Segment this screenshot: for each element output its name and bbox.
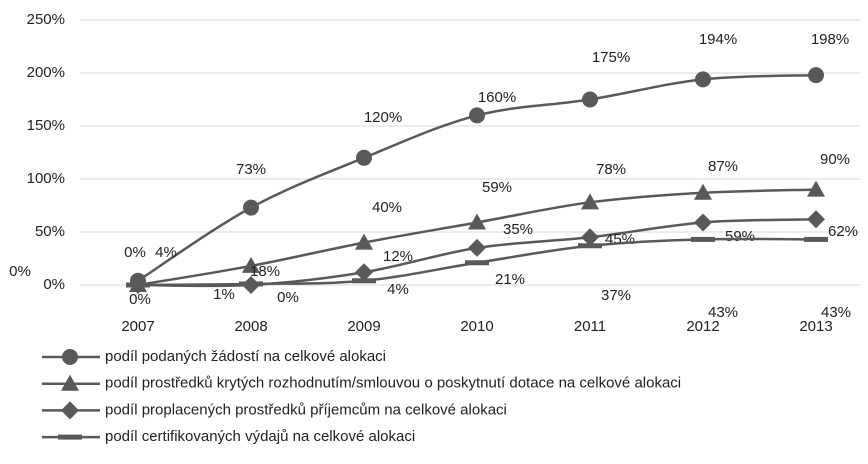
point [807,210,825,229]
data-label: 18% [250,263,280,280]
point [239,281,263,287]
data-label: 0% [129,291,151,308]
y-tick-label: 250% [27,11,65,28]
data-label: 4% [387,281,409,298]
point [242,256,260,273]
legend-label: podíl certifikovaných výdajů na celkové … [105,428,415,445]
point [126,282,150,288]
legend-label: podíl podaných žádostí na celkové alokac… [105,348,386,365]
data-label: 194% [699,31,737,48]
point [356,149,372,166]
data-label: 0% [9,263,31,280]
x-tick-label: 2008 [234,318,267,335]
y-tick-label: 50% [35,223,65,240]
point [694,183,712,200]
legend-marker [62,349,78,365]
legend-label: podíl proplacených prostředků příjemcům … [105,401,507,418]
data-label: 160% [478,89,516,106]
data-label: 87% [708,158,738,175]
data-label: 78% [596,161,626,178]
point [465,260,489,266]
x-tick-label: 2007 [121,318,154,335]
data-label: 40% [372,199,402,216]
data-label: 1% [213,286,235,303]
point [695,71,711,88]
legend-marker [61,374,79,391]
point [243,199,259,216]
point [469,107,485,124]
data-label: 0% [277,289,299,306]
point [807,180,825,197]
point [691,236,715,242]
legend-marker [58,434,82,440]
point [804,236,828,242]
data-label: 35% [503,221,533,238]
point [355,233,373,250]
data-label: 43% [708,304,738,321]
data-label: 0% [124,244,146,261]
y-tick-label: 100% [27,170,65,187]
point [578,243,602,249]
data-label: 4% [155,244,177,261]
y-tick-label: 0% [43,276,65,293]
point [352,278,376,284]
data-label: 59% [482,179,512,196]
y-tick-label: 200% [27,64,65,81]
point [582,91,598,108]
x-tick-label: 2013 [799,318,832,335]
x-tick-label: 2009 [347,318,380,335]
legend-marker [61,401,79,420]
legend-label: podíl prostředků krytých rozhodnutím/sml… [105,375,681,392]
data-label: 198% [811,31,849,48]
x-tick-label: 2011 [574,318,606,335]
data-label: 45% [605,231,635,248]
point [355,263,373,282]
data-label: 175% [592,49,630,66]
x-tick-label: 2010 [460,318,493,335]
data-label: 21% [495,271,525,288]
data-label: 120% [364,109,402,126]
point [468,213,486,230]
point [581,193,599,210]
point [808,67,824,84]
data-label: 73% [236,161,266,178]
data-label: 59% [725,228,755,245]
point [468,238,486,257]
point [581,228,599,247]
data-label: 62% [828,223,858,240]
data-label: 43% [821,304,851,321]
data-label: 37% [601,287,631,304]
data-label: 12% [383,248,413,265]
data-label: 90% [820,151,850,168]
x-tick-label: 2012 [686,318,719,335]
y-tick-label: 150% [27,117,65,134]
point [694,213,712,232]
